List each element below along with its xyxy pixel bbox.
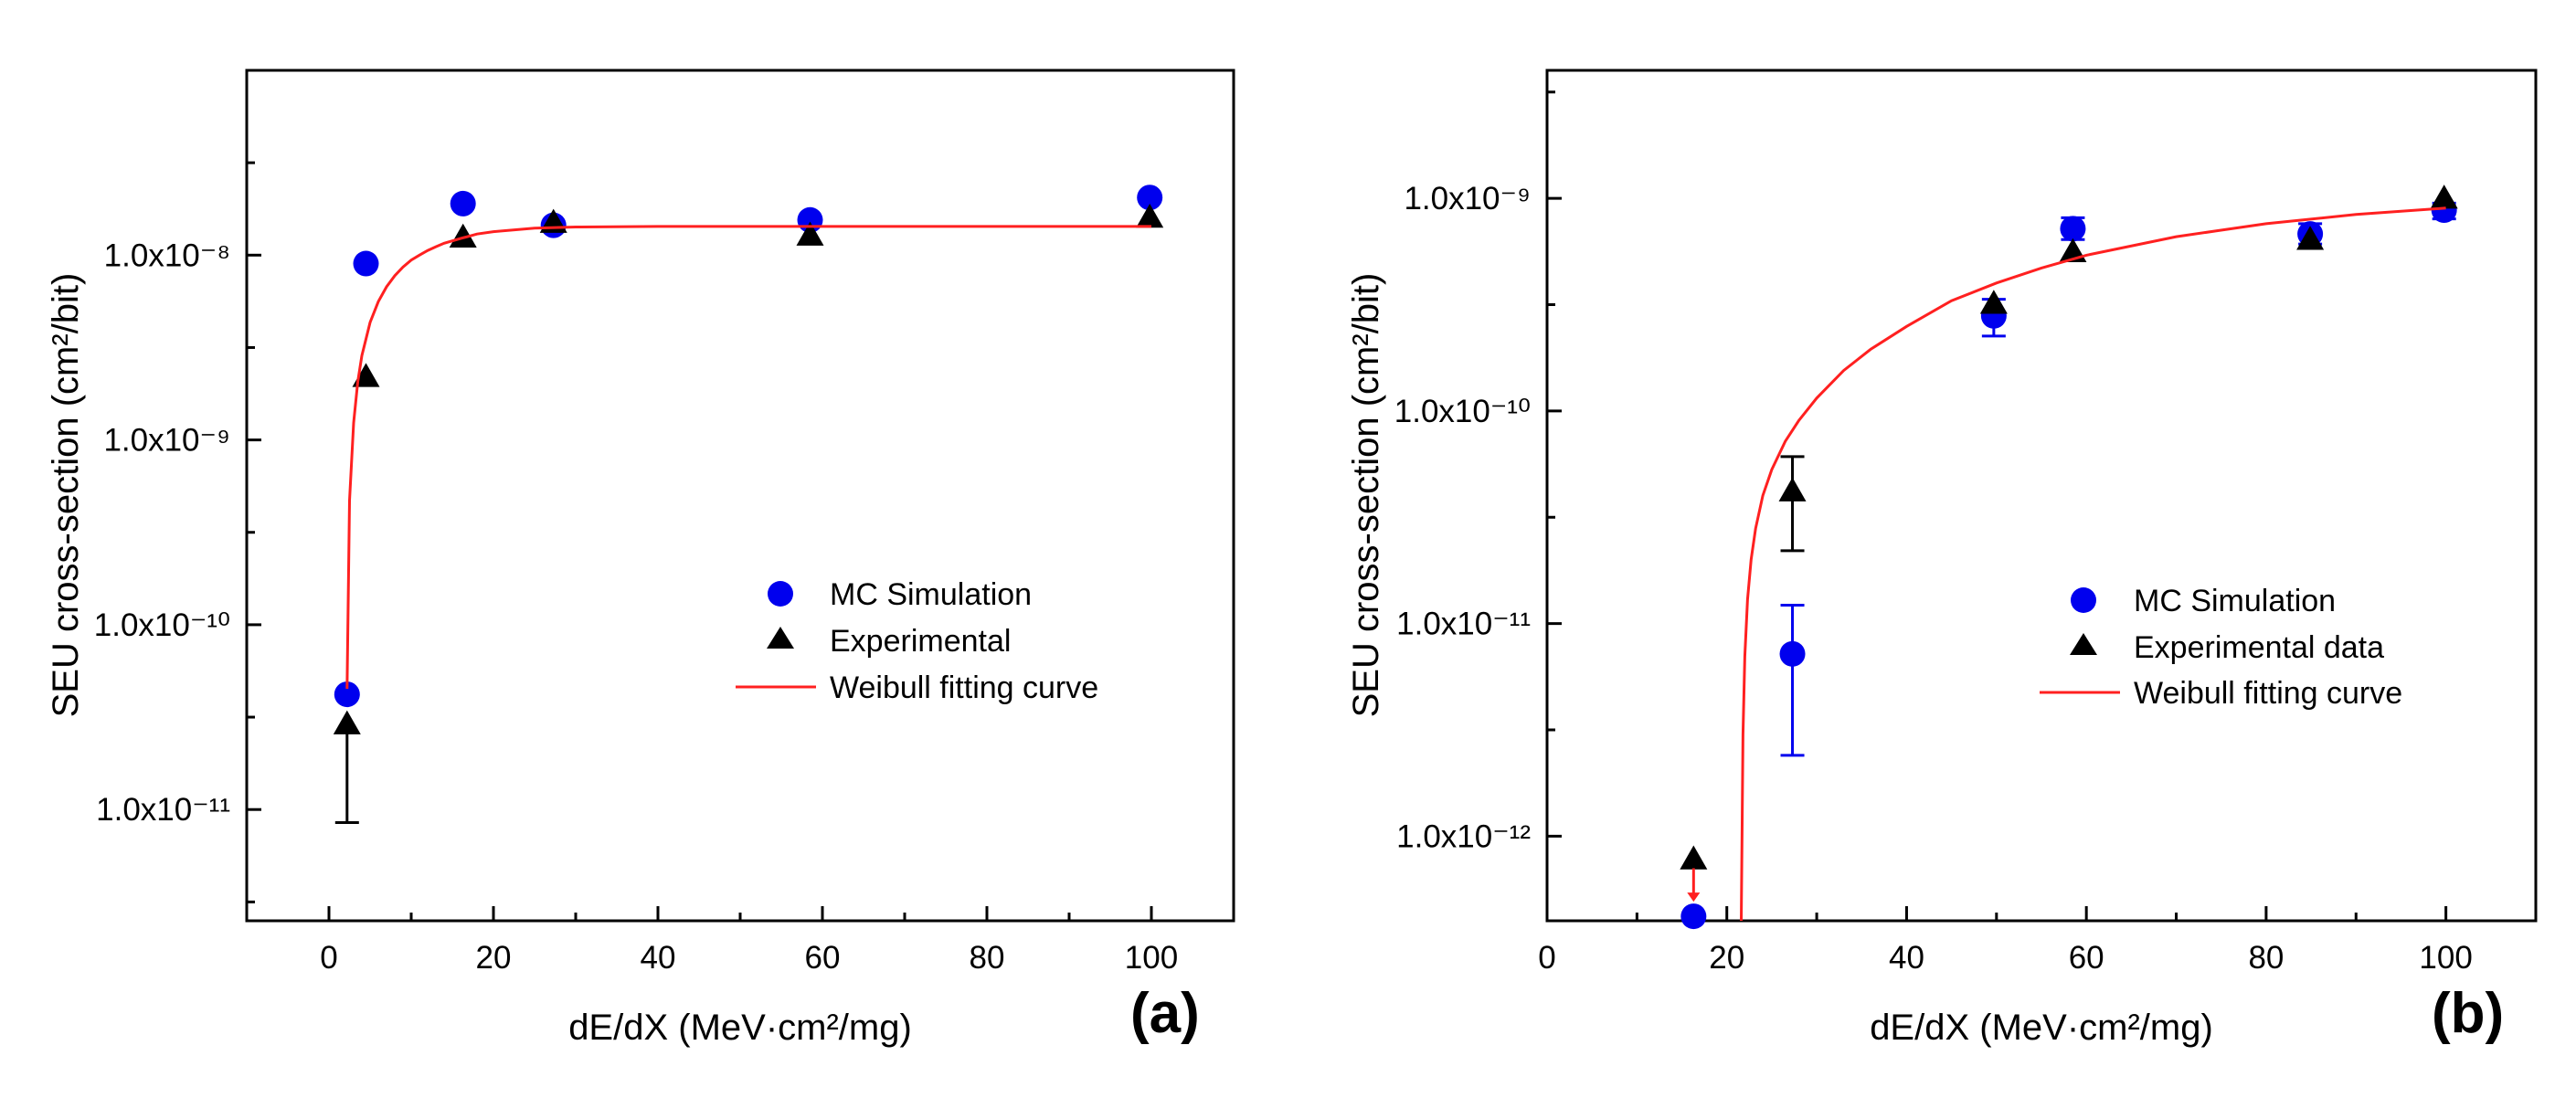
data-point-circle (353, 250, 379, 277)
legend: MC Simulation Experimental data Weibull … (2040, 584, 2402, 711)
x-axis-ticks: 0 20 40 60 80 100 (245, 906, 1235, 976)
legend-label-experimental-data: Experimental data (2134, 630, 2384, 665)
x-tick-label: 80 (2248, 940, 2284, 976)
y-tick-label: 1.0x10⁻¹⁰ (94, 607, 230, 643)
x-tick-label: 40 (1889, 940, 1924, 976)
data-point-circle (1779, 640, 1806, 667)
legend-label-mc-simulation: MC Simulation (2134, 584, 2336, 618)
y-tick-label: 1.0x10⁻⁹ (103, 423, 230, 459)
series-experimental (333, 204, 1164, 824)
data-point-circle (1680, 903, 1707, 930)
data-point-triangle (1979, 290, 2008, 314)
x-tick-label: 0 (1538, 940, 1555, 976)
series-mc-simulation (334, 185, 1163, 708)
legend-marker-mc-simulation (768, 581, 793, 607)
y-axis-title: SEU cross-section (cm²/bit) (1346, 273, 1386, 718)
upper-limit-arrow-head (1687, 892, 1701, 903)
x-tick-label: 60 (805, 940, 841, 976)
fit-curve-line (345, 225, 1151, 690)
x-tick-label: 20 (1709, 940, 1744, 976)
x-tick-label: 100 (1125, 940, 1178, 976)
data-point-triangle (2430, 185, 2458, 209)
y-tick-label: 1.0x10⁻⁹ (1404, 181, 1531, 216)
y-tick-label: 1.0x10⁻¹¹ (1396, 607, 1531, 642)
y-tick-label: 1.0x10⁻¹² (1396, 818, 1531, 854)
data-marks (1680, 185, 2458, 930)
legend-label-weibull-curve: Weibull fitting curve (2134, 676, 2402, 711)
x-tick-label: 0 (320, 940, 337, 976)
data-point-triangle (1778, 477, 1807, 501)
legend-label-mc-simulation: MC Simulation (830, 577, 1032, 612)
data-point-circle (1137, 185, 1163, 211)
data-point-circle (450, 190, 476, 216)
data-marks (333, 185, 1164, 824)
y-tick-label: 1.0x10⁻¹¹ (96, 792, 230, 828)
x-axis-ticks: 0 20 40 60 80 100 (1538, 906, 2538, 976)
x-tick-label: 80 (970, 940, 1005, 976)
data-point-triangle (2296, 226, 2325, 250)
legend-label-weibull-curve: Weibull fitting curve (830, 670, 1098, 705)
series-mc-simulation (1680, 197, 2457, 930)
series-weibull-fitting-curve (345, 225, 1151, 690)
x-tick-label: 100 (2419, 940, 2472, 976)
legend-marker-experimental-data (2070, 633, 2097, 655)
data-point-triangle (333, 710, 361, 734)
data-point-circle (2060, 216, 2086, 242)
data-point-triangle (796, 221, 824, 246)
plot-frame (245, 69, 1235, 923)
chart-panel-a: 0 20 40 60 80 100 1.0x10⁻¹¹1.0x10⁻¹⁰1.0x10⁻⁹1… (46, 69, 1235, 1048)
legend-marker-experimental (767, 627, 794, 649)
y-tick-label: 1.0x10⁻¹⁰ (1394, 394, 1531, 429)
panel-label: (a) (1130, 982, 1200, 1045)
data-point-triangle (1680, 845, 1708, 870)
y-tick-label: 1.0x10⁻⁸ (104, 238, 230, 273)
legend-marker-mc-simulation (2071, 587, 2096, 613)
x-axis-title: dE/dX (MeV·cm²/mg) (1870, 1008, 2213, 1048)
legend-label-experimental: Experimental (830, 624, 1011, 659)
y-axis-ticks: 1.0x10⁻¹¹ 1.0x10⁻¹⁰ 1.0x10⁻⁹ 1.0x10⁻⁸ (94, 69, 261, 903)
fit-curve-line (1740, 206, 2446, 922)
x-tick-label: 20 (476, 940, 512, 976)
data-point-triangle (449, 223, 477, 248)
y-axis-ticks: 1.0x10⁻¹² 1.0x10⁻¹¹ 1.0x10⁻¹⁰ 1.0x10⁻⁹ (1394, 90, 1562, 854)
series-experimental-data (1680, 185, 2458, 870)
chart-panel-b: 0 20 40 60 80 100 1.0x10⁻¹² 1.0x10⁻¹¹ 1.0x10⁻¹⁰… (1346, 69, 2538, 1048)
legend: MC Simulation Experimental Weibull fitti… (736, 577, 1098, 705)
data-point-circle (334, 681, 360, 708)
x-axis-title: dE/dX (MeV·cm²/mg) (568, 1008, 912, 1048)
data-point-triangle (1136, 204, 1164, 228)
x-tick-label: 40 (641, 940, 676, 976)
y-axis-title: SEU cross-section (cm²/bit) (46, 273, 86, 718)
panel-label: (b) (2432, 982, 2504, 1045)
x-tick-label: 60 (2069, 940, 2104, 976)
plot-frame (1545, 69, 2538, 923)
series-weibull-fitting-curve (1740, 206, 2446, 922)
